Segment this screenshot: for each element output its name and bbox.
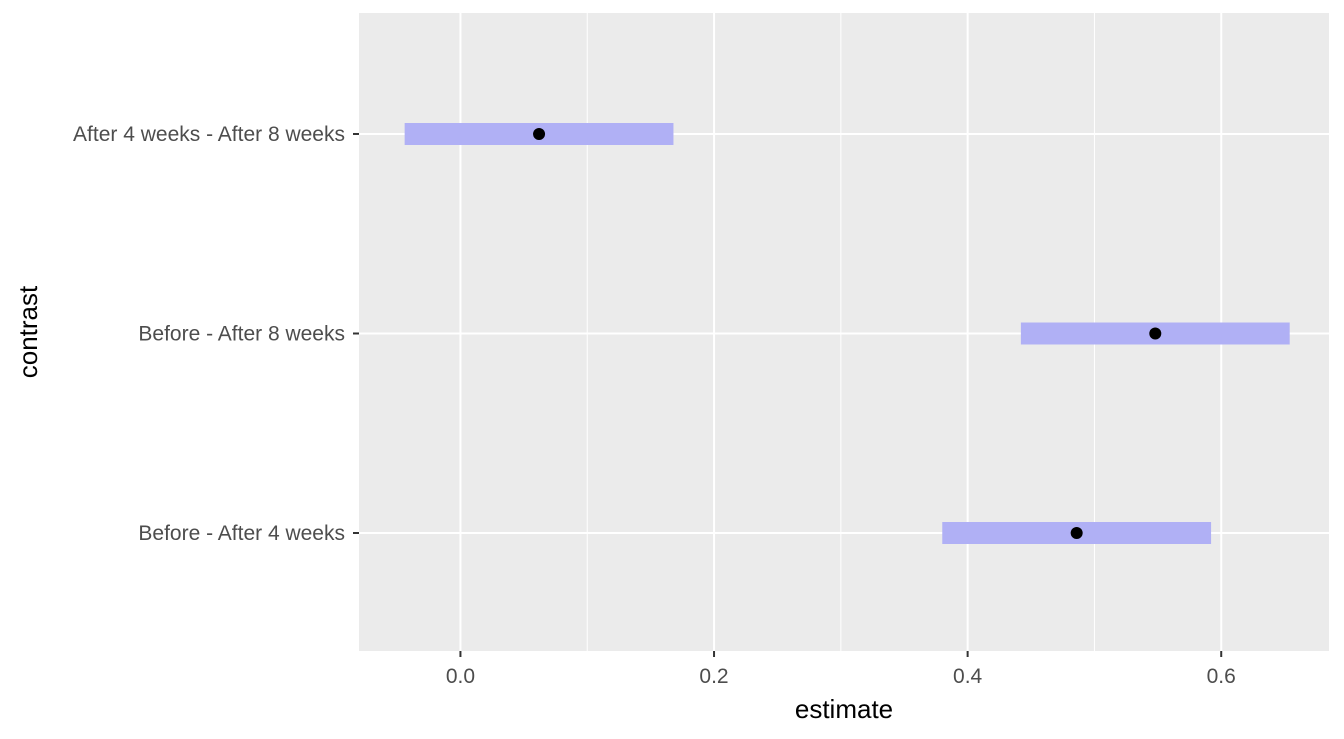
x-tick-label: 0.4 [953, 665, 983, 688]
y-axis: After 4 weeks - After 8 weeks Before - Af… [73, 123, 359, 545]
x-tick-label: 0.2 [699, 665, 728, 688]
y-axis-title: contrast [13, 285, 43, 378]
estimate-point [533, 128, 546, 140]
estimate-points [533, 128, 1162, 539]
y-tick-label: Before - After 4 weeks [138, 522, 345, 545]
x-axis-title: estimate [795, 694, 893, 724]
y-tick-label: Before - After 8 weeks [138, 323, 345, 346]
y-tick-label: After 4 weeks - After 8 weeks [73, 123, 345, 146]
x-tick-label: 0.6 [1207, 665, 1236, 688]
estimate-point [1070, 527, 1083, 539]
x-tick-label: 0.0 [446, 665, 475, 688]
x-axis: 0.0 0.2 0.4 0.6 [446, 651, 1236, 688]
estimate-point [1149, 327, 1162, 340]
